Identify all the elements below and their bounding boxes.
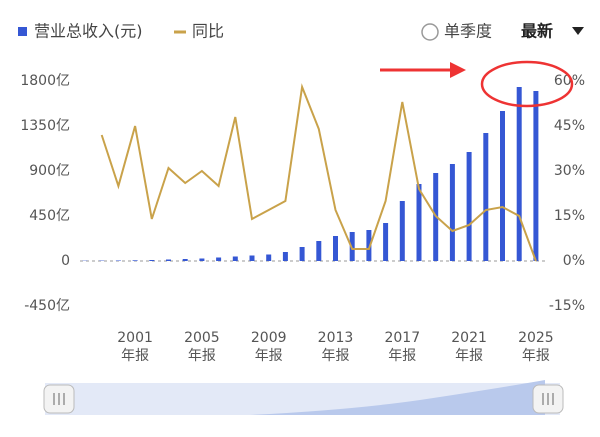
x-tick-suffix: 年报 [188, 348, 216, 364]
y-tick-label: 1350亿 [20, 118, 70, 134]
bar [533, 91, 539, 261]
x-tick-suffix: 年报 [522, 348, 550, 364]
line [100, 83, 537, 262]
bar [199, 258, 205, 261]
bar [299, 247, 305, 261]
bar [249, 255, 255, 261]
bar [466, 152, 472, 261]
y-tick-label: 0 [61, 253, 70, 269]
y2-tick-label: 0% [563, 253, 585, 269]
y-tick-label: 1800亿 [20, 73, 70, 89]
x-tick-suffix: 年报 [255, 348, 283, 364]
bar [383, 223, 389, 261]
x-tick-label: 2025 [518, 330, 554, 346]
bar [266, 254, 272, 261]
bar [416, 184, 422, 261]
x-tick-suffix: 年报 [455, 348, 483, 364]
y-tick-label: -450亿 [24, 298, 70, 314]
slider-preview [60, 380, 545, 415]
bar [132, 260, 138, 261]
handle-grip [542, 393, 554, 405]
bar [333, 236, 338, 261]
x-tick-suffix: 年报 [121, 348, 149, 364]
legend-bar-swatch [18, 27, 27, 36]
bar [516, 87, 522, 261]
bar [500, 111, 505, 261]
handle-grip [53, 393, 65, 405]
bar [115, 260, 121, 261]
dropdown[interactable]: 最新 [521, 22, 553, 41]
x-tick-label: 2005 [184, 330, 220, 346]
x-tick-suffix: 年报 [322, 348, 350, 364]
radio[interactable] [421, 23, 439, 41]
bar [399, 201, 405, 261]
bar [232, 256, 238, 261]
y-tick-label: 900亿 [29, 163, 70, 179]
y2-tick-label: 15% [554, 208, 585, 224]
x-tick-label: 2017 [384, 330, 420, 346]
x-tick-label: 2009 [251, 330, 287, 346]
x-tick-label: 2021 [451, 330, 487, 346]
bar [166, 259, 171, 261]
bar [366, 230, 372, 261]
y-tick-label: 450亿 [29, 208, 70, 224]
bar [282, 252, 288, 261]
legend-line: 同比 [192, 22, 224, 41]
bar [216, 257, 222, 261]
annotation-arrowhead [450, 62, 466, 78]
bar [182, 259, 188, 261]
bar [316, 241, 322, 261]
x-tick-suffix: 年报 [388, 348, 416, 364]
legend-bar: 营业总收入(元) [34, 22, 143, 41]
x-tick-label: 2013 [318, 330, 354, 346]
radio-label[interactable]: 单季度 [444, 22, 492, 41]
annotation-circle [480, 60, 574, 108]
bar [449, 164, 455, 261]
bar [149, 260, 155, 261]
y2-tick-label: 60% [554, 73, 585, 89]
y2-tick-label: 45% [554, 118, 585, 134]
x-tick-label: 2001 [117, 330, 153, 346]
bar [483, 133, 489, 261]
y2-tick-label: -15% [549, 298, 585, 314]
y2-tick-label: 30% [554, 163, 585, 179]
dropdown-arrow[interactable] [572, 27, 584, 35]
